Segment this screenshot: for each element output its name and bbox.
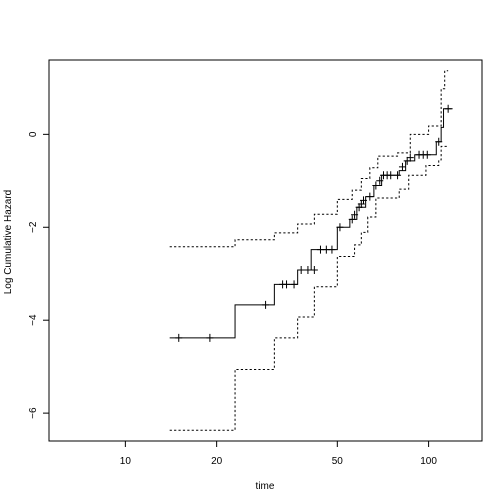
censor-mark: [372, 181, 380, 190]
censor-mark: [351, 210, 359, 219]
x-tick-label: 10: [120, 456, 132, 467]
y-tick-label: −2: [28, 221, 39, 233]
censor-mark: [304, 266, 312, 275]
censor-mark: [403, 156, 411, 165]
plot-frame: [48, 59, 483, 442]
lower-ci-line: [169, 145, 449, 431]
censor-mark: [406, 153, 414, 162]
censor-mark: [262, 300, 270, 309]
censor-mark: [348, 215, 356, 224]
y-axis: −6 −4 −2 0: [28, 131, 50, 419]
censor-mark: [360, 196, 368, 205]
censor-marks-group: [175, 104, 452, 342]
series-group: [169, 70, 453, 431]
y-axis-label: Log Cumulative Hazard: [3, 190, 14, 295]
censor-mark: [290, 280, 298, 289]
y-tick-label: −4: [28, 314, 39, 326]
censor-mark: [394, 171, 402, 180]
censor-mark: [387, 171, 395, 180]
x-tick-label: 50: [332, 456, 344, 467]
x-tick-label: 100: [420, 456, 437, 467]
y-tick-label: 0: [28, 131, 39, 137]
censor-mark: [310, 266, 318, 275]
censor-mark: [435, 137, 443, 146]
censor-mark: [376, 176, 384, 185]
y-tick-label: −6: [28, 407, 39, 419]
censor-mark: [366, 192, 374, 201]
censor-mark: [297, 266, 305, 275]
censor-mark: [175, 333, 183, 342]
x-axis-label: time: [256, 481, 275, 492]
x-tick-label: 20: [211, 456, 223, 467]
censor-mark: [206, 333, 214, 342]
upper-ci-line: [169, 70, 449, 248]
censor-mark: [336, 223, 344, 232]
censor-mark: [328, 245, 336, 254]
censor-mark: [423, 150, 431, 159]
censor-mark: [398, 162, 406, 171]
censor-mark: [283, 280, 291, 289]
x-axis: 10 20 50 100: [120, 440, 437, 467]
censor-mark: [444, 104, 452, 113]
censor-mark: [316, 245, 324, 254]
